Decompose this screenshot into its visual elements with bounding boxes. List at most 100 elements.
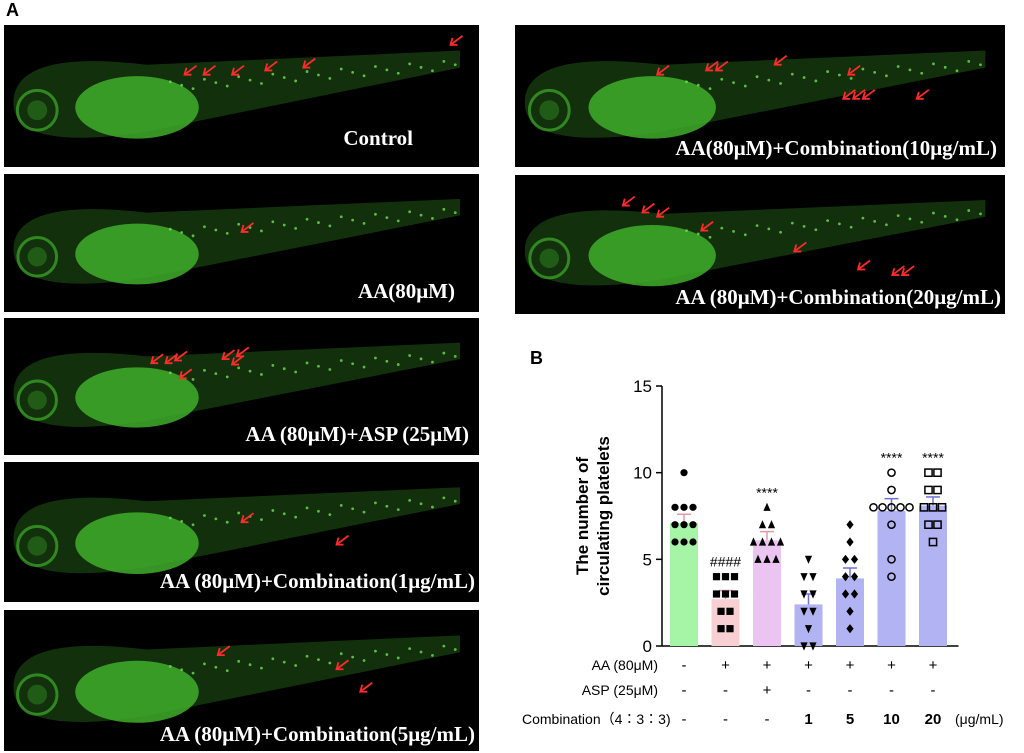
red-arrow-icon xyxy=(216,645,231,657)
treatment-value: - xyxy=(848,682,853,699)
red-arrow-icon xyxy=(714,60,729,72)
data-point xyxy=(850,589,859,599)
data-point xyxy=(887,572,896,582)
treatment-unit: (μg/mL) xyxy=(955,711,1004,727)
data-point xyxy=(887,485,896,495)
red-arrow-icon xyxy=(240,512,255,524)
treatment-value: + xyxy=(846,657,855,674)
data-point xyxy=(846,520,854,530)
data-point xyxy=(924,485,933,495)
y-tick-label: 0 xyxy=(643,637,652,656)
micrograph-label: AA(80μM) xyxy=(357,279,455,303)
red-arrow-icon xyxy=(641,202,655,214)
red-arrow-icon xyxy=(235,346,250,358)
red-arrow-icon xyxy=(359,682,373,693)
red-arrow-icon xyxy=(704,60,719,72)
data-point xyxy=(671,503,679,511)
red-arrow-icon xyxy=(655,206,670,218)
zebrafish-larva-icon xyxy=(524,50,986,139)
bar xyxy=(877,510,906,646)
data-point xyxy=(841,589,850,599)
micrograph-combination-20: AA (80μM)+Combination(20μg/mL) xyxy=(515,175,1005,314)
micrograph-combination-5: AA (80μM)+Combination(5μg/mL) xyxy=(4,610,479,751)
data-point xyxy=(721,573,730,581)
data-point xyxy=(689,503,697,511)
treatment-value: + xyxy=(929,657,938,674)
red-arrow-icon xyxy=(449,35,464,46)
zebrafish-larva-icon xyxy=(13,50,460,139)
red-arrow-icon xyxy=(202,64,217,76)
red-arrow-icon xyxy=(655,64,670,76)
panel-b-letter: B xyxy=(530,348,543,368)
data-point xyxy=(689,538,697,546)
data-point xyxy=(869,502,878,512)
data-point xyxy=(919,502,929,512)
red-arrow-icon xyxy=(915,89,930,100)
data-point xyxy=(933,485,942,495)
data-point xyxy=(730,573,739,581)
bar xyxy=(919,505,947,646)
red-arrow-icon xyxy=(173,350,188,362)
red-arrow-icon xyxy=(621,195,636,207)
treatment-value: 1 xyxy=(804,711,812,728)
red-arrow-icon xyxy=(851,89,866,100)
treatment-value: + xyxy=(763,682,772,699)
micrograph-combination-10: AA(80μM)+Combination(10μg/mL) xyxy=(515,25,1005,167)
significance-label: **** xyxy=(881,450,903,466)
treatment-value: 5 xyxy=(846,711,854,728)
data-point xyxy=(846,537,854,547)
data-point xyxy=(730,590,739,598)
red-arrow-icon xyxy=(183,64,198,76)
data-point xyxy=(767,537,776,546)
red-arrow-icon xyxy=(335,659,350,671)
data-point xyxy=(671,521,679,529)
platelet-bar-chart: The number of circulating platelets051015… xyxy=(522,377,1004,728)
data-point xyxy=(933,468,942,478)
red-arrow-icon xyxy=(861,89,876,100)
data-point xyxy=(754,554,762,563)
data-point xyxy=(772,554,780,563)
data-point xyxy=(800,573,808,582)
bar xyxy=(711,599,740,646)
data-point xyxy=(712,590,721,598)
treatment-value: - xyxy=(889,682,894,699)
zebrafish-larva-icon xyxy=(13,635,460,723)
data-point xyxy=(767,520,776,529)
micrograph-aa-asp: AA (80μM)+ASP (25μM) xyxy=(4,318,479,455)
zebrafish-larva-icon xyxy=(524,200,986,287)
y-tick-label: 10 xyxy=(633,464,652,483)
treatment-value: - xyxy=(931,682,936,699)
micrograph-aa: AA(80μM) xyxy=(4,174,479,312)
treatment-value: + xyxy=(804,657,813,674)
panel-a-letter: A xyxy=(6,0,19,20)
data-point xyxy=(800,607,808,616)
red-arrow-icon xyxy=(335,534,350,546)
data-point xyxy=(726,607,734,615)
micrograph-label: AA (80μM)+Combination(1μg/mL) xyxy=(159,569,475,593)
treatment-value: - xyxy=(682,711,687,728)
data-point xyxy=(776,537,785,546)
data-point xyxy=(726,625,734,633)
red-arrow-icon xyxy=(178,368,193,380)
significance-label: **** xyxy=(922,450,944,466)
micrograph-label: AA (80μM)+Combination(20μg/mL) xyxy=(675,285,1001,309)
data-point xyxy=(933,520,942,530)
y-tick-label: 15 xyxy=(633,377,652,396)
treatment-value: - xyxy=(806,682,811,699)
treatment-value: + xyxy=(763,657,772,674)
y-tick-label: 5 xyxy=(643,550,652,569)
data-point xyxy=(758,520,767,529)
data-point xyxy=(809,573,817,582)
red-arrow-icon xyxy=(900,265,915,276)
red-arrow-icon xyxy=(891,265,905,276)
micrograph-label: AA(80μM)+Combination(10μg/mL) xyxy=(675,136,997,160)
red-arrow-icon xyxy=(856,259,871,271)
data-point xyxy=(841,554,850,564)
treatment-row-label: AA (80μM) xyxy=(592,657,658,673)
data-point xyxy=(680,538,688,546)
red-arrow-icon xyxy=(230,64,245,76)
treatment-value: + xyxy=(721,657,730,674)
data-point xyxy=(924,520,933,530)
data-point xyxy=(680,521,688,529)
data-point xyxy=(809,590,817,599)
